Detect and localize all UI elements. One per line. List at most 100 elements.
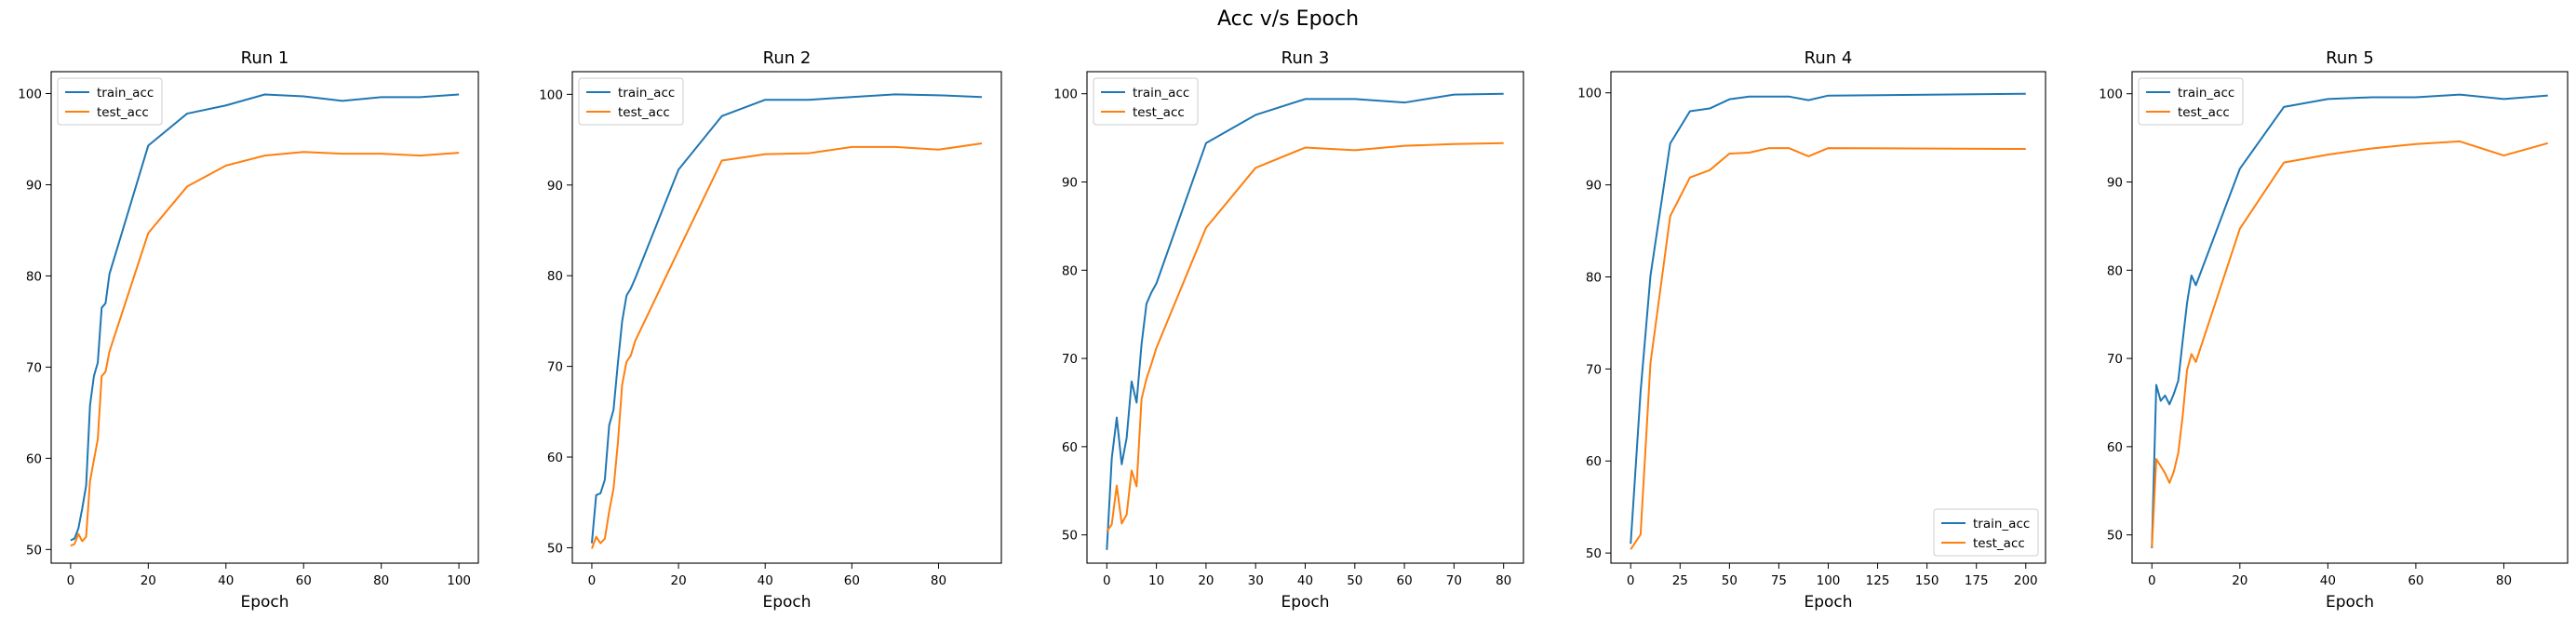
y-tick-label: 50 <box>1062 529 1078 544</box>
y-tick-label: 50 <box>26 543 42 558</box>
axes-frame <box>571 71 1002 564</box>
x-tick-label: 20 <box>141 573 156 588</box>
x-tick-label: 80 <box>2496 573 2512 588</box>
x-tick-label: 60 <box>1396 573 1412 588</box>
x-tick-label: 20 <box>1198 573 1214 588</box>
y-tick-label: 70 <box>2107 352 2123 367</box>
x-tick-label: 70 <box>1446 573 1462 588</box>
legend-label-test_acc: test_acc <box>2178 105 2230 120</box>
x-tick-label: 80 <box>373 573 389 588</box>
y-tick-label: 70 <box>1062 352 1078 367</box>
chart-title: Run 3 <box>1281 48 1330 68</box>
y-tick-label: 60 <box>26 451 42 466</box>
legend-box <box>2138 77 2244 126</box>
chart-panel-run-4: Run 4 0 25 50 75 100 125 150 175 200 50 60 70 80 90 100… <box>1577 48 2046 612</box>
y-tick-label: 100 <box>1577 87 1602 101</box>
legend-label-test_acc: test_acc <box>1133 105 1185 120</box>
y-tick-label: 60 <box>1586 454 1602 469</box>
y-tick-label: 70 <box>1586 362 1602 377</box>
y-tick-label: 90 <box>547 179 563 194</box>
x-tick-label: 60 <box>296 573 312 588</box>
x-tick-label: 50 <box>1347 573 1362 588</box>
y-tick-label: 50 <box>547 541 563 556</box>
series-line-test_acc <box>70 151 460 547</box>
legend-box <box>1933 508 2039 557</box>
x-tick-label: 0 <box>588 573 597 588</box>
x-tick-label: 30 <box>1248 573 1264 588</box>
chart-title: Run 4 <box>1805 48 1853 68</box>
axes-frame <box>2131 71 2569 564</box>
y-tick-label: 90 <box>26 178 42 193</box>
series-line-train_acc <box>590 93 983 544</box>
y-tick-label: 90 <box>2107 175 2123 190</box>
x-tick-label: 40 <box>218 573 234 588</box>
x-tick-label: 60 <box>2408 573 2423 588</box>
y-tick-label: 70 <box>26 360 42 375</box>
x-tick-label: 40 <box>1297 573 1313 588</box>
x-axis-label: Epoch <box>1281 593 1329 612</box>
x-tick-label: 0 <box>2148 573 2156 588</box>
legend: train_acc test_acc <box>2138 77 2244 126</box>
x-tick-label: 100 <box>447 573 471 588</box>
chart-title: Run 1 <box>241 48 289 68</box>
legend-label-train_acc: train_acc <box>1973 517 2030 532</box>
x-tick-label: 60 <box>844 573 860 588</box>
y-tick-label: 100 <box>2099 87 2123 102</box>
chart-panel-run-3: Run 3 0 10 20 30 40 50 60 70 80 50 60 70 80 90 100 Epoch… <box>1053 48 1524 612</box>
x-tick-label: 125 <box>1866 573 1890 588</box>
legend: train_acc test_acc <box>1933 508 2039 557</box>
series-line-train_acc <box>1630 92 2026 545</box>
y-tick-label: 60 <box>547 451 563 465</box>
y-tick-label: 70 <box>547 360 563 375</box>
chart-panel-run-1: Run 1 0 20 40 60 80 100 50 60 70 80 90 100 Epoch train… <box>18 48 479 612</box>
y-tick-label: 60 <box>2107 440 2123 455</box>
chart-title: Run 5 <box>2326 48 2374 68</box>
x-axis-label: Epoch <box>762 593 811 612</box>
y-tick-label: 80 <box>1586 270 1602 285</box>
series-line-test_acc <box>1106 141 1504 532</box>
x-tick-label: 20 <box>670 573 686 588</box>
series-line-train_acc <box>70 93 460 542</box>
x-tick-label: 200 <box>2014 573 2038 588</box>
axes-frame <box>50 71 479 564</box>
series-line-train_acc <box>1106 92 1504 550</box>
y-tick-label: 80 <box>1062 263 1078 278</box>
chart-panels: Run 10 20 40 60 80 1005060708090100Epochtrain… <box>18 48 2569 612</box>
legend-label-test_acc: test_acc <box>618 105 670 120</box>
y-tick-label: 100 <box>18 87 42 102</box>
x-axis-label: Epoch <box>240 593 288 612</box>
y-tick-label: 80 <box>547 269 563 284</box>
legend-label-test_acc: test_acc <box>1973 536 2025 551</box>
x-axis-label: Epoch <box>2326 593 2374 612</box>
y-tick-label: 100 <box>539 87 563 102</box>
x-tick-label: 10 <box>1148 573 1164 588</box>
x-tick-label: 175 <box>1965 573 1989 588</box>
x-tick-label: 80 <box>1496 573 1511 588</box>
x-tick-label: 20 <box>2232 573 2247 588</box>
y-tick-label: 50 <box>2107 529 2123 544</box>
legend-label-test_acc: test_acc <box>97 105 149 120</box>
y-tick-label: 80 <box>2107 263 2123 278</box>
chart-title: Run 2 <box>763 48 812 68</box>
chart-panel-run-5: Run 5 0 20 40 60 80 50 60 70 80 90 100 Epoch train_ac… <box>2099 48 2569 612</box>
series-line-test_acc <box>2151 140 2549 547</box>
legend-label-train_acc: train_acc <box>618 86 675 101</box>
legend-box <box>1093 77 1199 126</box>
series-line-test_acc <box>591 141 983 549</box>
legend: train_acc test_acc <box>578 77 684 126</box>
series-line-test_acc <box>1630 147 2026 550</box>
x-tick-label: 75 <box>1771 573 1787 588</box>
legend: train_acc test_acc <box>1093 77 1199 126</box>
legend-label-train_acc: train_acc <box>97 86 154 101</box>
legend-box <box>578 77 684 126</box>
series-line-train_acc <box>2151 93 2548 548</box>
y-tick-label: 90 <box>1062 175 1078 190</box>
x-tick-label: 50 <box>1722 573 1737 588</box>
figure-suptitle: Acc v/s Epoch <box>1217 7 1359 31</box>
x-tick-label: 0 <box>1103 573 1111 588</box>
x-tick-label: 25 <box>1672 573 1688 588</box>
x-tick-label: 100 <box>1817 573 1841 588</box>
x-tick-label: 40 <box>2320 573 2336 588</box>
y-tick-label: 80 <box>26 269 42 284</box>
